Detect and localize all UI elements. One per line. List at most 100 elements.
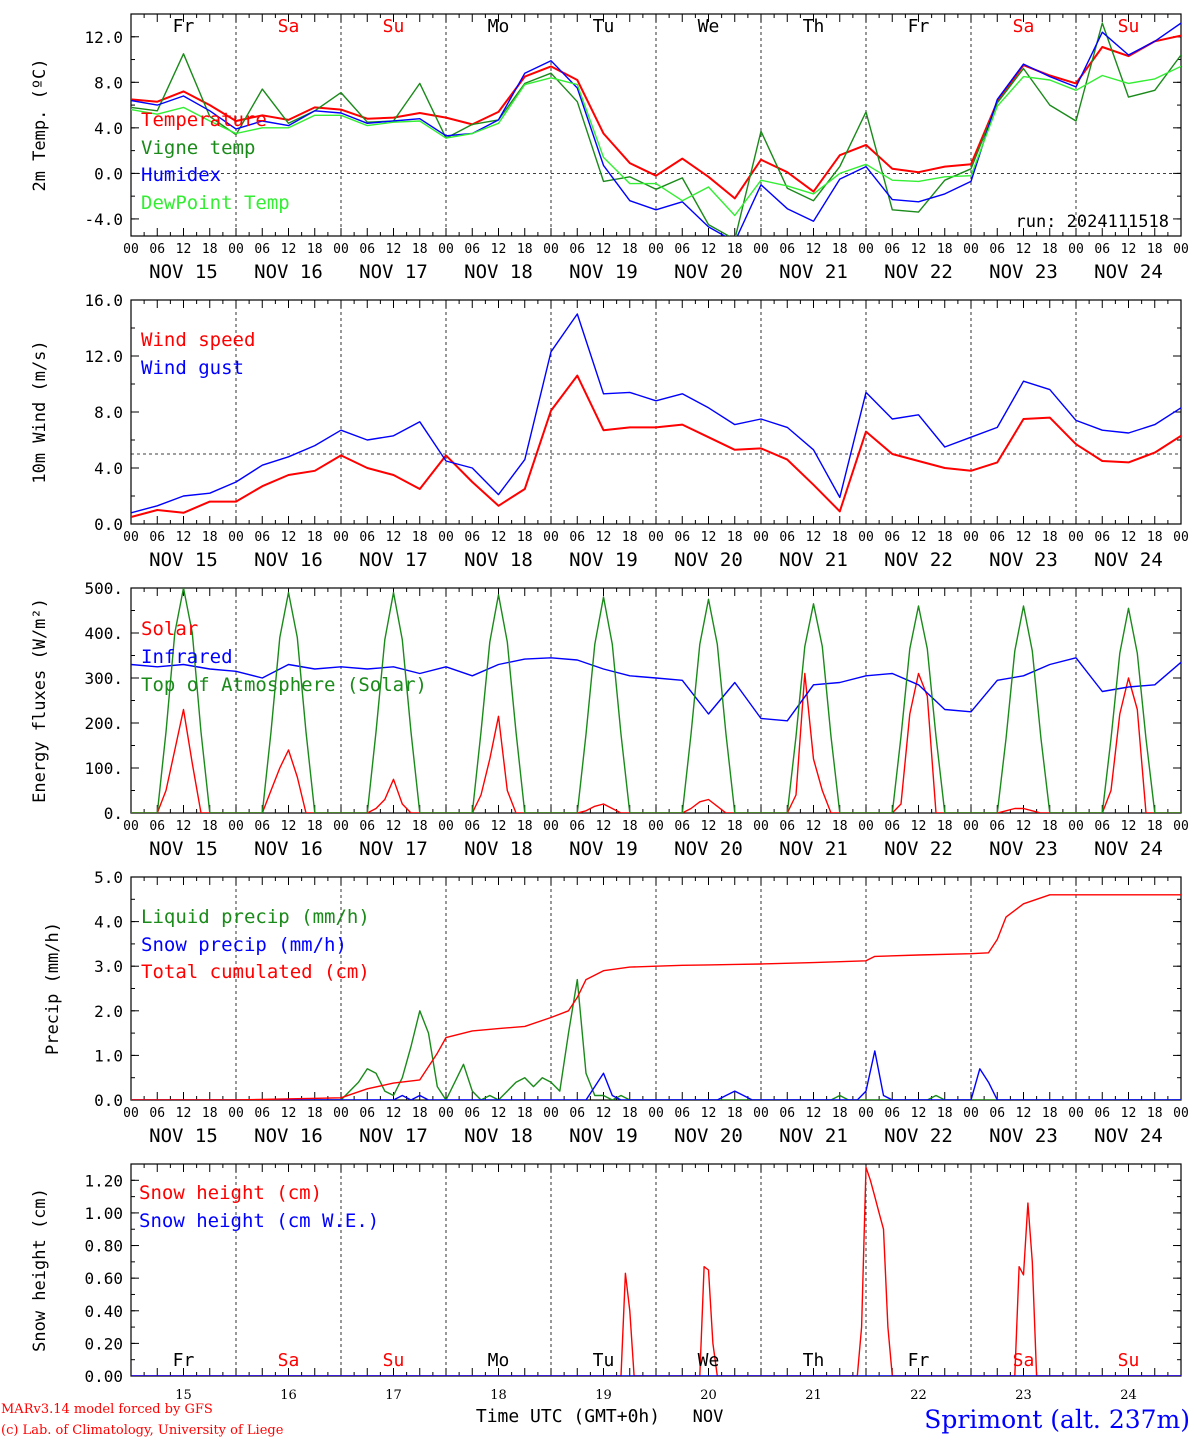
hour-label: 00 [543,1106,559,1121]
hour-label: 12 [281,1106,297,1121]
hour-label: 00 [438,1106,454,1121]
date-label: NOV 24 [1094,261,1163,283]
hour-label: 00 [543,242,559,257]
hour-label: 12 [176,819,192,834]
hour-label: 18 [307,242,323,257]
date-label: NOV 18 [464,838,533,860]
hour-label: 00 [753,530,769,545]
hour-label: 06 [884,242,900,257]
hour-label: 18 [937,242,953,257]
y-tick-label: 0.00 [84,1367,123,1386]
date-label: NOV 19 [569,838,638,860]
weekday-label: Sa [278,16,300,37]
date-label: NOV 23 [989,1125,1058,1147]
station-label: Sprimont (alt. 237m) [924,1405,1190,1434]
hour-label: 12 [1016,819,1032,834]
date-label: NOV 18 [464,1125,533,1147]
series-line-wind-gust [131,313,1181,514]
y-tick-label: 0.0 [94,1091,123,1110]
credit-line-1: MARv3.14 model forced by GFS [1,1402,213,1417]
legend-label: Total cumulated (cm) [141,961,370,983]
y-axis-label: 10m Wind (m/s) [30,340,50,483]
hour-label: 06 [884,1106,900,1121]
weekday-label: Sa [1013,1350,1035,1371]
hour-label: 18 [832,1106,848,1121]
hour-label: 06 [1094,530,1110,545]
day-number: 19 [595,1388,612,1403]
hour-label: 06 [674,530,690,545]
hour-label: 12 [386,530,402,545]
hour-label: 00 [228,242,244,257]
hour-label: 12 [911,242,927,257]
hour-label: 06 [569,819,585,834]
date-label: NOV 16 [254,261,323,283]
hour-label: 00 [333,242,349,257]
legend-label: Liquid precip (mm/h) [141,906,370,928]
date-label: NOV 18 [464,261,533,283]
hour-label: 18 [832,819,848,834]
series-line-humidex [131,22,1181,236]
date-label: NOV 17 [359,549,428,571]
date-label: NOV 20 [674,261,743,283]
hour-label: 06 [674,242,690,257]
day-number: 21 [805,1388,822,1403]
footer: MARv3.14 model forced by GFS (c) Lab. of … [1,1402,1190,1438]
hour-label: 00 [228,530,244,545]
hour-label: 18 [937,819,953,834]
date-label: NOV 16 [254,549,323,571]
hour-label: 06 [254,530,270,545]
weekday-label: Mo [488,1350,510,1371]
hour-label: 12 [596,242,612,257]
x-axis-title: Time UTC (GMT+0h) [476,1406,660,1427]
weekday-label: Su [383,1350,405,1371]
hour-label: 00 [858,242,874,257]
date-label: NOV 19 [569,261,638,283]
date-label: NOV 16 [254,1125,323,1147]
weekday-label: We [698,16,720,37]
hour-label: 00 [1068,242,1084,257]
hour-label: 00 [858,530,874,545]
weekday-label: Su [1118,1350,1140,1371]
hour-label: 12 [386,819,402,834]
hour-label: 12 [176,242,192,257]
date-label: NOV 17 [359,838,428,860]
hour-label: 12 [386,242,402,257]
credit-line-2: (c) Lab. of Climatology, University of L… [1,1423,284,1438]
hour-label: 00 [333,819,349,834]
series-line-temperature [131,34,1181,200]
hour-label: 12 [281,819,297,834]
hour-label: 00 [1068,530,1084,545]
hour-label: 06 [464,242,480,257]
y-tick-label: 400. [84,624,123,643]
y-tick-label: 4.0 [94,119,123,138]
day-number: 23 [1015,1388,1032,1403]
y-tick-label: 0.40 [84,1302,123,1321]
month-label: NOV [693,1407,724,1427]
hour-label: 00 [648,530,664,545]
series-line-total-cumulated-cm [131,894,1181,1100]
day-number: 20 [700,1388,717,1403]
hour-label: 18 [517,530,533,545]
hour-label: 18 [1042,530,1058,545]
weekday-label: Th [803,1350,825,1371]
y-tick-label: 2.0 [94,1002,123,1021]
y-tick-label: 300. [84,669,123,688]
weekday-label: Fr [908,16,930,37]
panel-3: 0. 100. 200. 300. 400. 500. Energy fluxes (W/m… [30,579,1189,860]
y-tick-label: 0.80 [84,1237,123,1256]
hour-label: 18 [517,242,533,257]
run-label: run: 2024111518 [1015,212,1169,232]
hour-label: 06 [149,1106,165,1121]
hour-label: 06 [464,1106,480,1121]
hour-label: 18 [622,242,638,257]
hour-label: 18 [727,819,743,834]
hour-label: 00 [438,819,454,834]
hour-label: 00 [753,1106,769,1121]
legend-label: Snow height (cm) [139,1182,322,1204]
hour-label: 18 [1042,1106,1058,1121]
hour-label: 06 [359,819,375,834]
y-tick-label: 4.0 [94,459,123,478]
hour-label: 18 [727,530,743,545]
date-label: NOV 22 [884,838,953,860]
